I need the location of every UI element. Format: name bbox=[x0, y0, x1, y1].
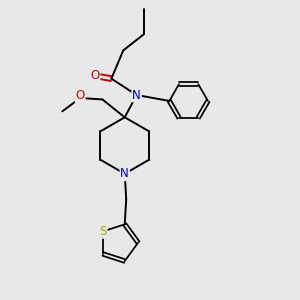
Text: N: N bbox=[132, 88, 141, 101]
Text: O: O bbox=[90, 69, 100, 82]
Text: N: N bbox=[120, 167, 129, 180]
Text: S: S bbox=[99, 225, 107, 238]
Text: O: O bbox=[76, 89, 85, 102]
